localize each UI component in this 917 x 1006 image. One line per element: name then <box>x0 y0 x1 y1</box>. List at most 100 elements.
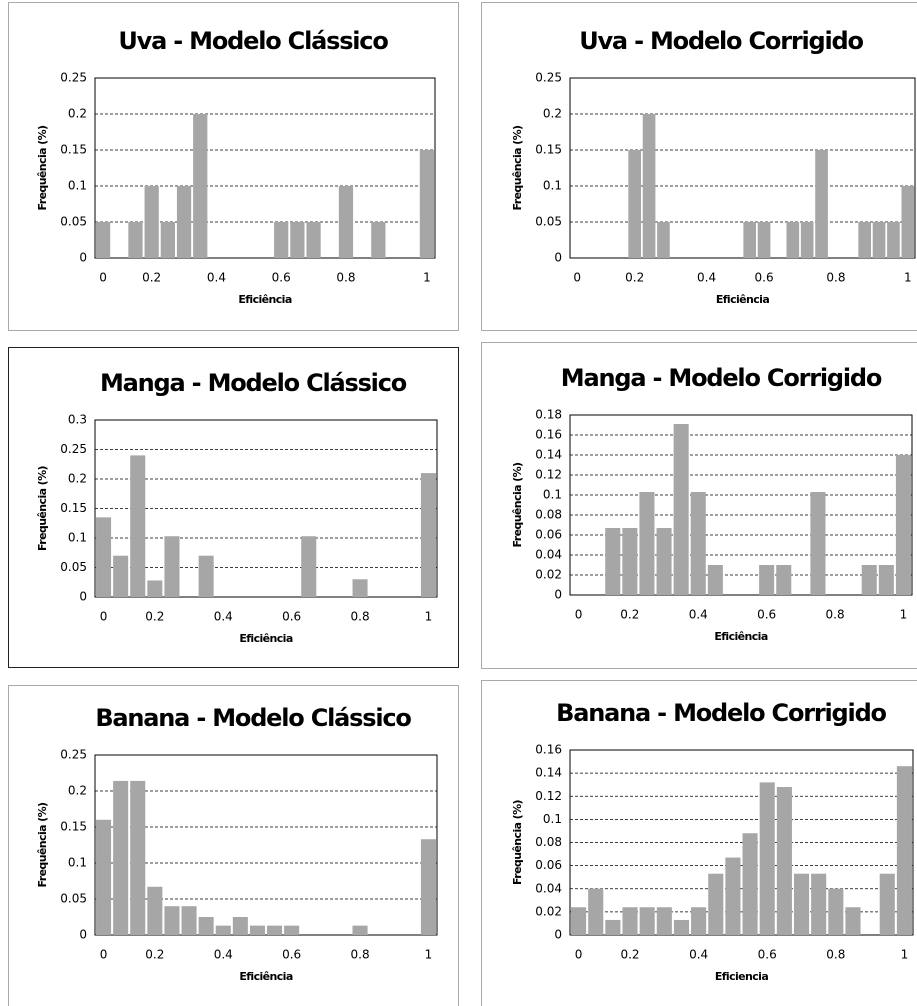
bar <box>301 536 317 597</box>
bar <box>290 222 305 258</box>
bar <box>858 222 872 258</box>
y-axis-label: Frequência (%) <box>511 125 524 210</box>
bar <box>887 222 900 258</box>
bar <box>306 222 321 258</box>
bar <box>845 907 861 935</box>
y-tick-label: 0.04 <box>535 881 562 895</box>
x-tick-label: 0.6 <box>758 948 777 962</box>
x-tick-label: 0.4 <box>689 608 708 622</box>
bar <box>690 492 706 595</box>
y-tick-label: 0.12 <box>535 789 562 803</box>
plot-border <box>94 419 438 598</box>
x-tick-label: 0 <box>99 271 107 285</box>
bar <box>371 222 386 258</box>
y-tick-label: 0.14 <box>535 448 562 462</box>
y-tick-label: 0.25 <box>60 442 87 456</box>
x-tick-label: 0 <box>573 271 581 285</box>
x-axis-label: Eficiência <box>238 293 292 306</box>
bar <box>673 424 689 595</box>
y-tick-label: 0.25 <box>60 748 87 762</box>
bar <box>571 907 587 935</box>
bar <box>656 528 672 595</box>
y-tick-label: 0.18 <box>535 408 562 422</box>
plot-border <box>569 749 914 936</box>
x-tick-label: 0.8 <box>826 608 845 622</box>
y-tick-label: 0.1 <box>543 179 562 193</box>
y-tick-label: 0 <box>554 588 562 602</box>
bar <box>642 114 656 258</box>
bar <box>249 925 265 935</box>
x-tick-label: 1 <box>900 608 908 622</box>
bar <box>198 555 214 597</box>
x-tick-label: 0.2 <box>620 948 639 962</box>
y-tick-label: 0.06 <box>535 858 562 872</box>
plot-border <box>569 77 916 259</box>
bar <box>901 186 915 258</box>
bar <box>757 222 771 258</box>
bar <box>628 150 642 258</box>
x-tick-label: 1 <box>904 271 912 285</box>
y-tick-label: 0.3 <box>68 413 87 427</box>
x-tick-label: 0.8 <box>826 271 845 285</box>
x-tick-label: 0.4 <box>207 271 226 285</box>
x-tick-label: 1 <box>425 610 433 624</box>
bar <box>639 492 655 595</box>
y-tick-label: 0.05 <box>535 215 562 229</box>
bar <box>588 888 604 935</box>
x-tick-label: 0 <box>100 948 108 962</box>
bar <box>338 186 354 258</box>
y-tick-label: 0.08 <box>535 835 562 849</box>
bar <box>130 455 146 597</box>
y-tick-label: 0.15 <box>60 820 87 834</box>
x-tick-label: 0.2 <box>145 948 164 962</box>
x-tick-label: 0.6 <box>282 948 301 962</box>
x-tick-label: 0.2 <box>142 271 161 285</box>
y-tick-label: 0.1 <box>543 812 562 826</box>
y-tick-label: 0 <box>554 928 562 942</box>
x-axis-label: Eficiência <box>716 293 770 306</box>
bar <box>160 222 175 258</box>
plot-border <box>94 77 436 259</box>
bar <box>147 886 163 935</box>
bar <box>725 857 741 935</box>
x-tick-label: 0.2 <box>620 608 639 622</box>
y-tick-label: 0.2 <box>543 107 562 121</box>
bar <box>708 873 724 935</box>
y-axis-label: Frequência (%) <box>36 465 49 550</box>
bar <box>198 917 214 935</box>
bar <box>810 492 826 595</box>
bar <box>352 579 368 597</box>
bar <box>274 222 289 258</box>
bar <box>811 873 827 935</box>
bar <box>759 782 775 935</box>
bar <box>164 536 180 597</box>
chart-title: Uva - Modelo Clássico <box>118 27 388 55</box>
y-axis-label: Frequência (%) <box>36 125 49 210</box>
bar <box>861 565 877 595</box>
y-tick-label: 0.06 <box>535 528 562 542</box>
bar <box>742 833 758 935</box>
y-tick-label: 0.16 <box>535 743 562 757</box>
bar <box>759 565 775 595</box>
y-tick-label: 0 <box>79 928 87 942</box>
x-axis-label: Eficiência <box>239 632 293 645</box>
x-axis-label: Eficiência <box>239 970 293 983</box>
y-tick-label: 0.15 <box>60 501 87 515</box>
y-tick-label: 0.15 <box>535 143 562 157</box>
x-tick-label: 0 <box>575 608 583 622</box>
bar <box>128 222 143 258</box>
bar <box>707 565 723 595</box>
y-tick-label: 0.2 <box>68 107 87 121</box>
chart-title: Banana - Modelo Clássico <box>95 704 411 732</box>
y-tick-label: 0.15 <box>60 143 87 157</box>
y-tick-label: 0.05 <box>60 215 87 229</box>
y-tick-label: 0.05 <box>60 892 87 906</box>
bar <box>793 873 810 935</box>
y-tick-label: 0.02 <box>535 568 562 582</box>
y-tick-label: 0.12 <box>535 468 562 482</box>
x-tick-label: 0.2 <box>625 271 644 285</box>
bar <box>130 780 146 935</box>
y-tick-label: 0.08 <box>535 508 562 522</box>
panel-frame <box>481 2 917 331</box>
